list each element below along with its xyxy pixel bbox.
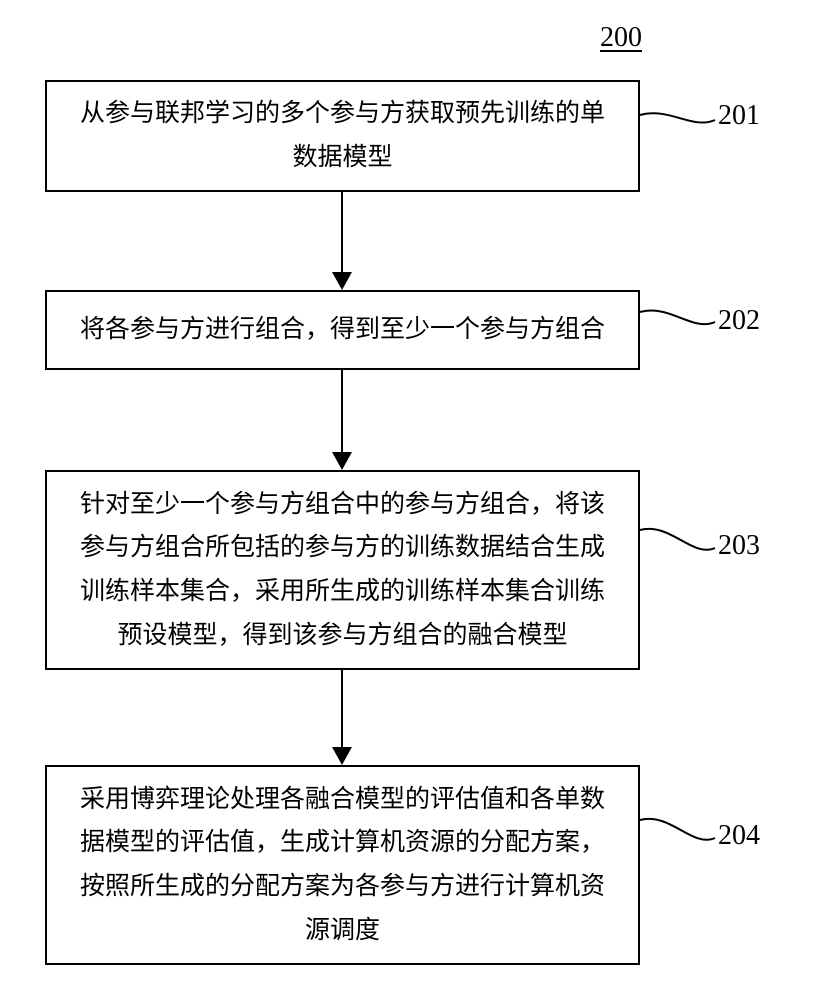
arrow-head-icon	[332, 272, 352, 290]
flow-step-text: 从参与联邦学习的多个参与方获取预先训练的单数据模型	[69, 92, 616, 180]
arrow-head-icon	[332, 747, 352, 765]
step-label-203: 203	[718, 530, 760, 562]
figure-number: 200	[600, 22, 642, 54]
flow-step-202: 将各参与方进行组合，得到至少一个参与方组合	[45, 290, 640, 370]
arrow-line	[341, 670, 343, 747]
flowchart-canvas: 200 从参与联邦学习的多个参与方获取预先训练的单数据模型 201 将各参与方进…	[0, 0, 815, 1000]
flow-step-204: 采用博弈理论处理各融合模型的评估值和各单数据模型的评估值，生成计算机资源的分配方…	[45, 765, 640, 965]
step-label-202: 202	[718, 305, 760, 337]
connector-202	[640, 302, 719, 342]
step-label-201: 201	[718, 100, 760, 132]
flow-step-203: 针对至少一个参与方组合中的参与方组合，将该参与方组合所包括的参与方的训练数据结合…	[45, 470, 640, 670]
arrow-line	[341, 192, 343, 272]
connector-204	[640, 810, 719, 858]
flow-step-text: 采用博弈理论处理各融合模型的评估值和各单数据模型的评估值，生成计算机资源的分配方…	[69, 778, 616, 953]
arrow-line	[341, 370, 343, 452]
connector-203	[640, 520, 719, 568]
step-label-204: 204	[718, 820, 760, 852]
flow-step-text: 针对至少一个参与方组合中的参与方组合，将该参与方组合所包括的参与方的训练数据结合…	[69, 483, 616, 658]
connector-201	[640, 105, 719, 140]
flow-step-201: 从参与联邦学习的多个参与方获取预先训练的单数据模型	[45, 80, 640, 192]
arrow-head-icon	[332, 452, 352, 470]
flow-step-text: 将各参与方进行组合，得到至少一个参与方组合	[69, 308, 616, 352]
